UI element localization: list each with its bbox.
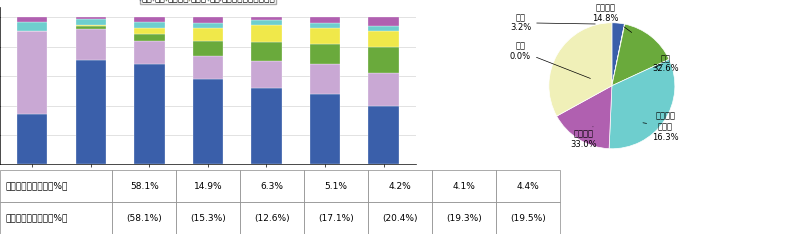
Bar <box>251 42 282 62</box>
Bar <box>134 22 165 28</box>
Bar <box>17 22 47 31</box>
Text: 廃棄物等
33.0%: 廃棄物等 33.0% <box>570 127 597 149</box>
Bar <box>310 28 340 44</box>
Text: 地熱、太
陽光等
16.3%: 地熱、太 陽光等 16.3% <box>643 112 678 142</box>
Bar <box>75 29 106 60</box>
Wedge shape <box>612 24 669 86</box>
Bar <box>193 79 223 165</box>
Bar <box>75 25 106 26</box>
Bar <box>134 17 165 22</box>
Bar <box>134 64 165 165</box>
Bar <box>193 28 223 41</box>
Bar <box>369 17 399 26</box>
Bar <box>310 64 340 94</box>
Text: 天然ガス
14.8%: 天然ガス 14.8% <box>592 4 632 33</box>
Bar <box>369 47 399 73</box>
Bar <box>193 56 223 79</box>
Bar <box>310 23 340 28</box>
Bar <box>251 20 282 25</box>
Text: 石炭
0.0%: 石炭 0.0% <box>510 41 590 78</box>
Wedge shape <box>609 59 675 149</box>
Bar <box>17 114 47 165</box>
Bar <box>369 26 399 31</box>
Bar <box>369 106 399 165</box>
Wedge shape <box>549 23 612 116</box>
Wedge shape <box>612 23 625 86</box>
Bar <box>134 41 165 64</box>
Text: 石油
3.2%: 石油 3.2% <box>510 13 595 33</box>
Bar <box>17 31 47 114</box>
Bar <box>134 28 165 33</box>
Bar <box>75 17 106 19</box>
Bar <box>310 44 340 64</box>
Bar <box>251 25 282 42</box>
Bar <box>251 17 282 20</box>
Wedge shape <box>612 24 625 86</box>
Bar <box>369 73 399 106</box>
Bar <box>75 26 106 29</box>
Legend: 石油, 石炊, 天然ガス, 原子力, 水力, 地熱・新エネルギー等: 石油, 石炊, 天然ガス, 原子力, 水力, 地熱・新エネルギー等 <box>140 0 276 4</box>
Bar <box>310 94 340 165</box>
Bar <box>310 17 340 23</box>
Bar <box>251 88 282 165</box>
Bar <box>17 17 47 22</box>
Text: 水力
32.6%: 水力 32.6% <box>652 54 678 73</box>
Bar <box>75 60 106 165</box>
X-axis label: （年）: （年） <box>199 183 217 194</box>
Bar <box>251 62 282 88</box>
Bar <box>369 31 399 47</box>
Bar <box>134 33 165 41</box>
Bar <box>193 23 223 28</box>
Bar <box>75 19 106 25</box>
Bar <box>193 41 223 56</box>
Bar <box>193 17 223 23</box>
Wedge shape <box>557 86 612 149</box>
